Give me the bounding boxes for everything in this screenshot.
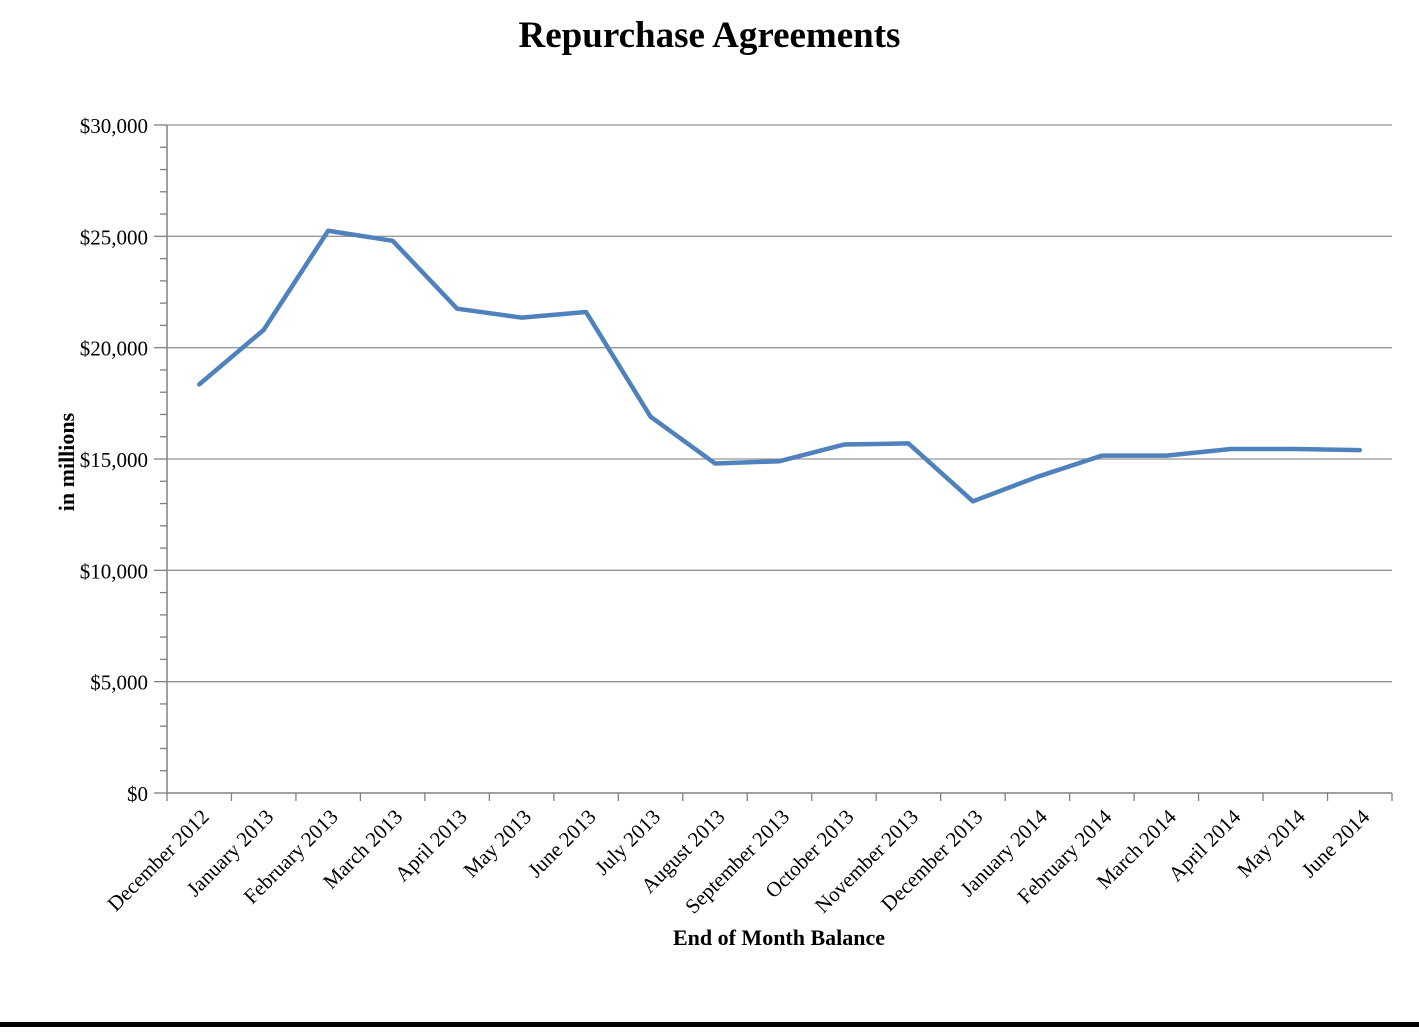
x-category-label: May 2013 xyxy=(459,805,537,883)
y-tick-label: $0 xyxy=(127,782,148,806)
x-axis-title: End of Month Balance xyxy=(672,925,886,950)
y-tick-label: $10,000 xyxy=(80,559,148,583)
y-tick-label: $15,000 xyxy=(80,448,148,472)
plot-area: $0 $5,000 $10,000 $15,000 $20,000 $25,000 $30,… xyxy=(80,114,1393,918)
y-tick-label: $25,000 xyxy=(80,225,148,249)
bottom-border-bar xyxy=(0,1022,1419,1027)
x-category-label: June 2013 xyxy=(523,805,601,883)
y-axis-title: in millions xyxy=(54,412,79,512)
x-category-label: April 2014 xyxy=(1164,804,1246,886)
x-category-label: June 2014 xyxy=(1297,804,1375,882)
series-line xyxy=(196,228,1363,504)
x-category-label: May 2014 xyxy=(1232,804,1310,882)
y-tick-label: $20,000 xyxy=(80,337,148,361)
y-tick-label: $5,000 xyxy=(90,671,148,695)
chart-title: Repurchase Agreements xyxy=(518,15,901,56)
y-tick-label: $30,000 xyxy=(80,114,148,138)
